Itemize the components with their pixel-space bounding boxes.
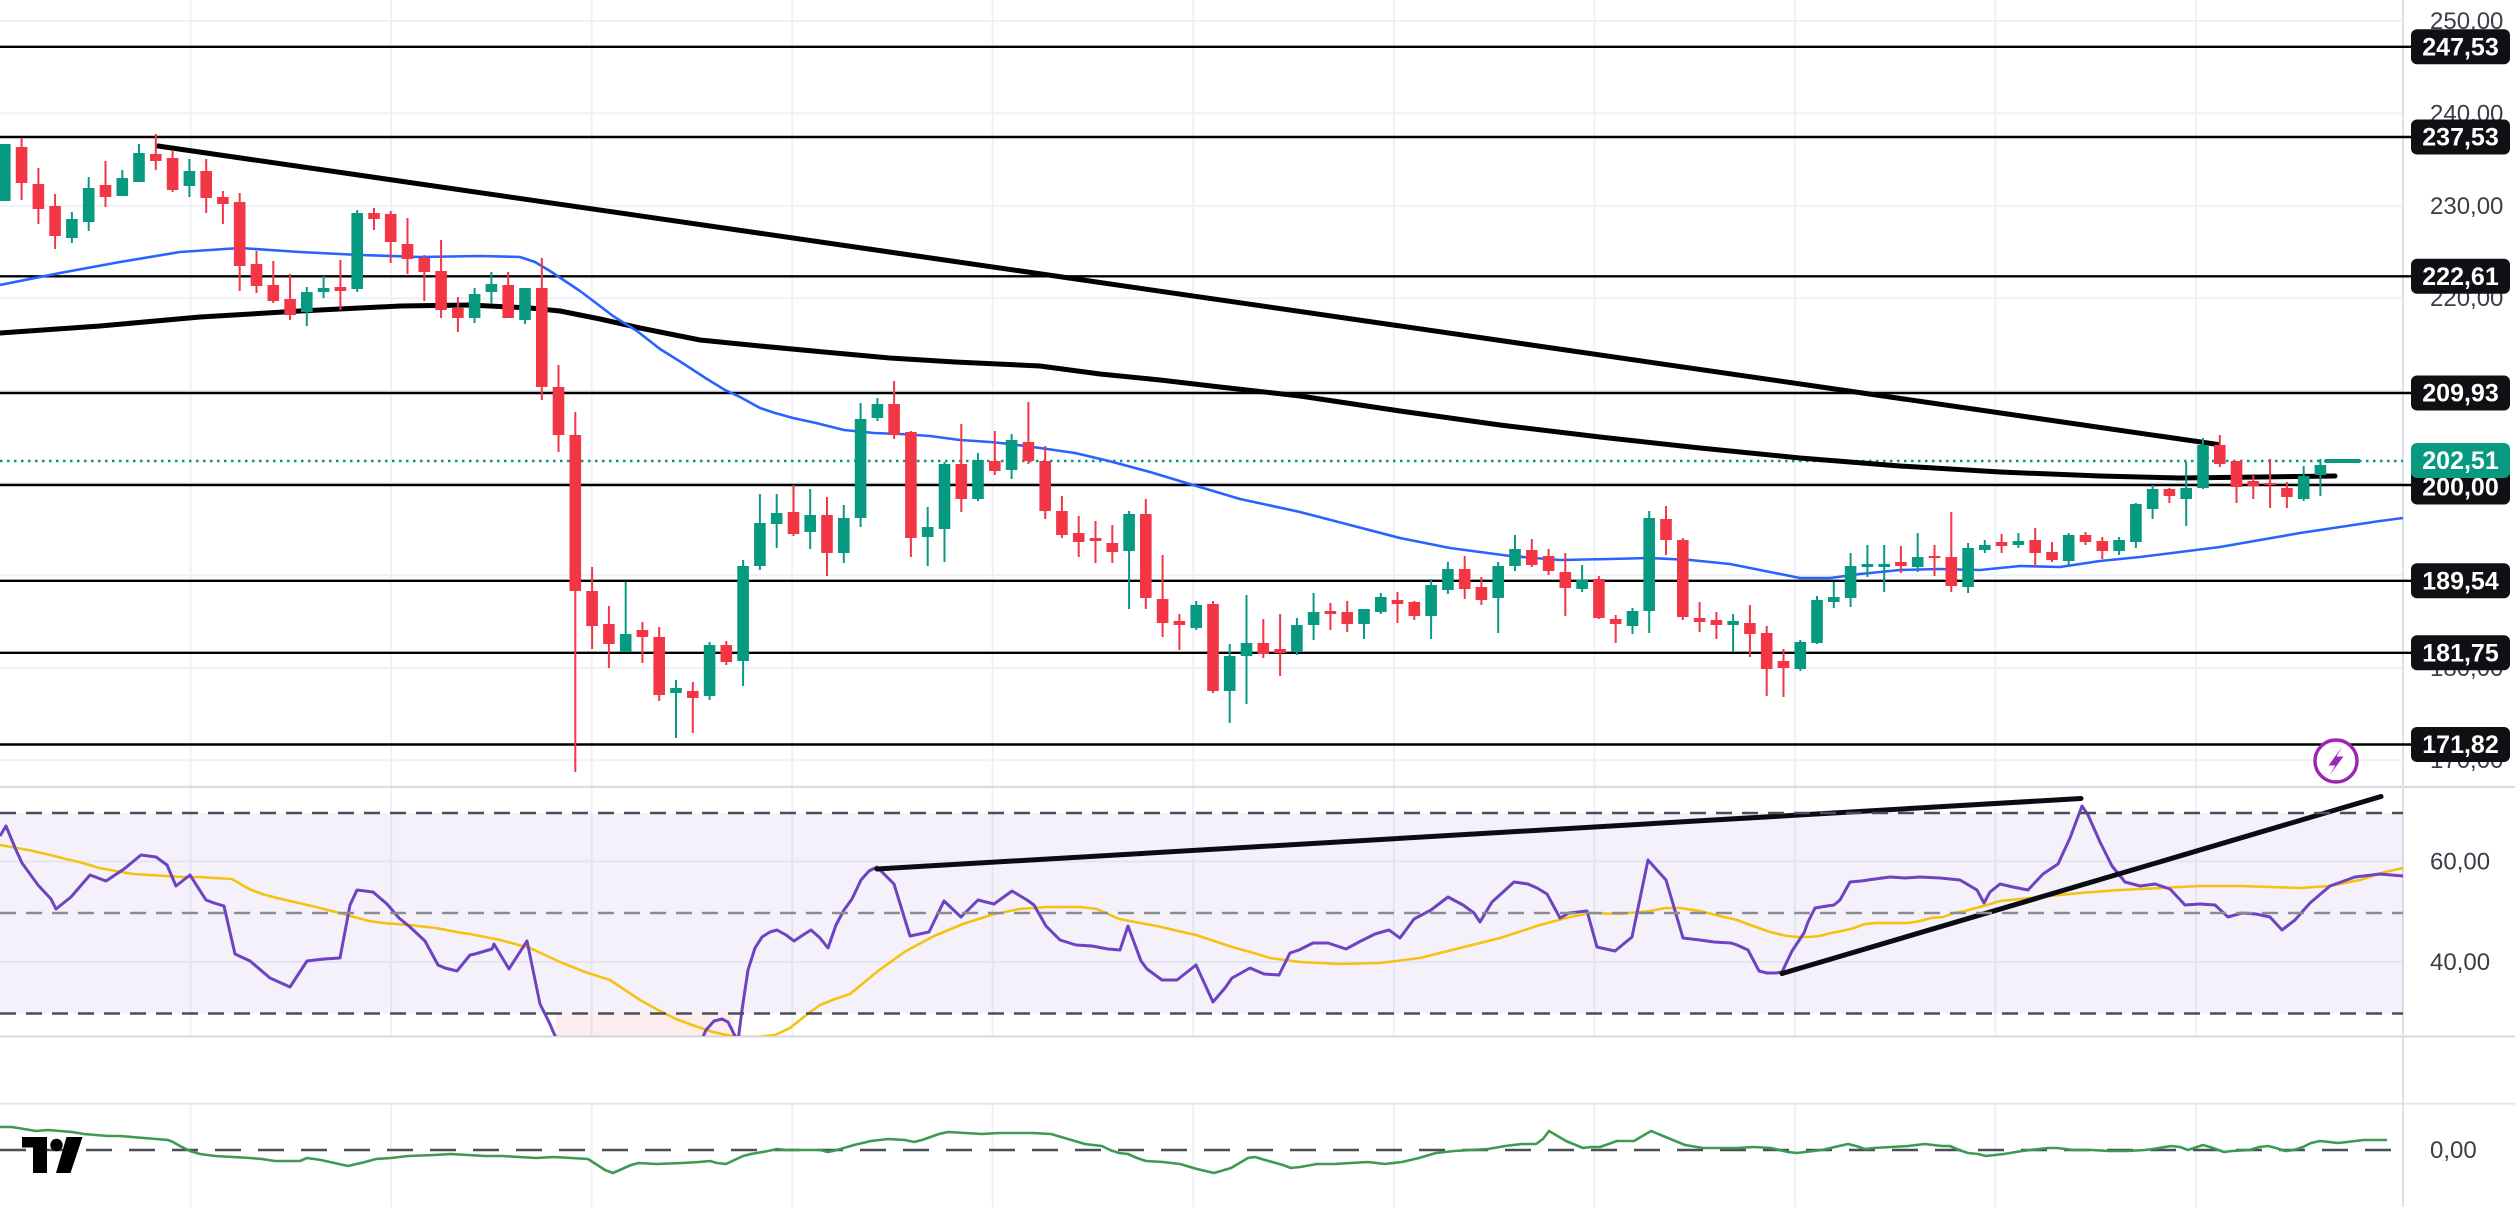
svg-text:230,00: 230,00 [2430,193,2503,220]
svg-text:0,00: 0,00 [2430,1137,2477,1164]
svg-text:202,51: 202,51 [2422,447,2499,475]
svg-text:237,53: 237,53 [2422,124,2498,152]
svg-text:60,00: 60,00 [2430,849,2490,876]
svg-text:40,00: 40,00 [2430,949,2490,976]
svg-text:200,00: 200,00 [2422,474,2498,502]
svg-text:222,61: 222,61 [2422,263,2499,291]
svg-text:209,93: 209,93 [2422,380,2498,408]
svg-text:247,53: 247,53 [2422,33,2498,61]
svg-text:181,75: 181,75 [2422,639,2499,667]
svg-text:189,54: 189,54 [2422,567,2499,595]
svg-text:171,82: 171,82 [2422,731,2498,759]
